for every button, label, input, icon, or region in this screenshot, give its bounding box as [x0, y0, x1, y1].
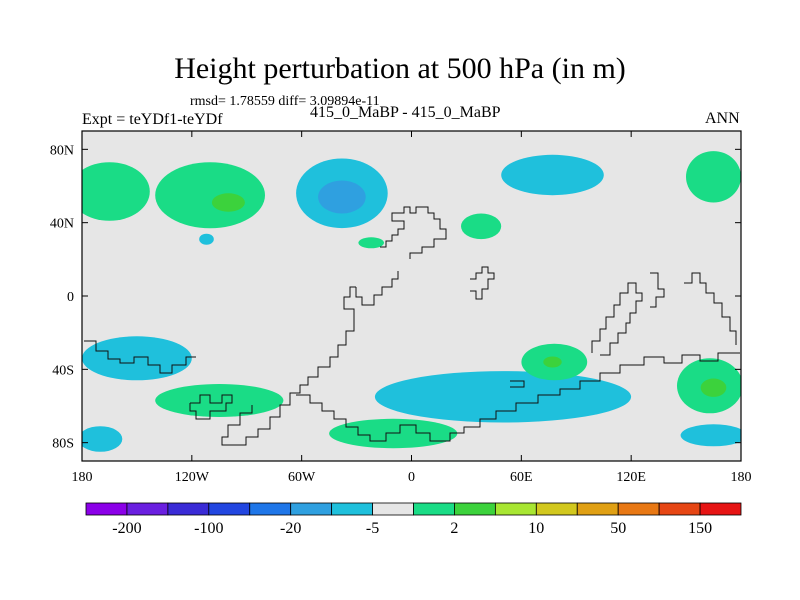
coastline-africa — [221, 286, 356, 446]
colorbar-box — [617, 502, 660, 516]
anomaly-s-pacific-negative — [82, 336, 192, 381]
lat-tick-label: 80S — [52, 437, 74, 452]
coastline-australia — [591, 282, 643, 356]
colorbar-label: -200 — [112, 520, 141, 537]
lon-tick-label: 180 — [72, 470, 93, 485]
anomaly-se-negative-edge — [680, 424, 741, 447]
lon-tick-label: 120W — [175, 470, 210, 485]
anomaly-n-atlantic-core — [318, 180, 366, 214]
coastline-asia-south — [470, 266, 495, 300]
coastline-antarctic-fringe — [296, 352, 740, 442]
experiment-label: Expt = teYDf1-teYDf — [82, 111, 223, 128]
colorbar-label: 10 — [528, 520, 544, 537]
anomaly-europe-positive-small — [358, 237, 385, 249]
anomaly-n-pacific-core — [211, 193, 245, 212]
colorbar-box — [658, 502, 701, 516]
lon-tick-label: 60W — [288, 470, 316, 485]
anomaly-mediterranean-positive — [461, 213, 502, 240]
coastline-pacific-isl — [684, 272, 737, 345]
colorbar-label: -20 — [280, 520, 301, 537]
anomaly-se-pacific-core — [700, 378, 727, 397]
coastline-southwest — [84, 340, 196, 374]
lon-tick-label: 180 — [731, 470, 752, 485]
colorbar-box — [331, 502, 373, 516]
anomaly-s-indian-core — [543, 356, 562, 368]
colorbar-box — [576, 502, 619, 516]
coastline-europe — [380, 206, 447, 259]
anomaly-nw-pacific-positive — [82, 162, 150, 221]
colorbar-box — [494, 502, 537, 516]
colorbar-label: -100 — [194, 520, 223, 537]
colorbar-box — [535, 502, 578, 516]
coastlines — [84, 206, 740, 446]
colorbar-label: 2 — [450, 520, 458, 537]
anomaly-s-pacific-positive — [155, 384, 284, 417]
colorbar-box — [126, 502, 169, 516]
chart-title: Height perturbation at 500 hPa (in m) — [174, 52, 626, 85]
coastline-small — [510, 380, 525, 388]
season-label: ANN — [705, 110, 740, 127]
stats-line: rmsd= 1.78559 diff= 3.09894e-11 — [190, 94, 380, 109]
plot-area — [82, 131, 741, 461]
coastline-southwest-2 — [189, 394, 233, 420]
colorbar-box — [208, 502, 251, 516]
colorbar-box — [249, 502, 292, 516]
lat-tick-label: 40S — [52, 363, 74, 378]
colorbar-box — [413, 502, 455, 516]
lat-tick-label: 0 — [67, 290, 74, 305]
colorbar-box — [699, 502, 742, 516]
colorbar-label: 150 — [688, 520, 712, 537]
axes: 80N 40N 0 40S 80S 180 120W 60W 0 60E 120E 180 — [50, 131, 752, 485]
colorbar: -200 -100 -20 -5 2 10 50 150 — [85, 502, 742, 537]
lon-tick-label: 120E — [616, 470, 646, 485]
colorbar-box — [85, 502, 128, 516]
anomaly-small-negative-pacific — [199, 233, 214, 245]
colorbar-box — [454, 502, 496, 516]
lat-tick-label: 40N — [50, 217, 74, 232]
lat-tick-label: 80N — [50, 143, 74, 158]
colorbar-box — [290, 502, 333, 516]
colorbar-label: -5 — [366, 520, 379, 537]
colorbar-box — [167, 502, 210, 516]
colorbar-label: 50 — [610, 520, 626, 537]
coastline-east — [650, 272, 665, 308]
anomaly-southern-ocean-negative — [374, 371, 632, 423]
lon-tick-label: 0 — [408, 470, 415, 485]
colorbar-box — [372, 502, 414, 516]
anomaly-ne-pacific-positive — [686, 151, 741, 203]
anomaly-sw-pacific-negative — [82, 426, 123, 452]
case-label: 415_0_MaBP - 415_0_MaBP — [310, 104, 501, 121]
coastline-south-america — [355, 271, 399, 306]
lon-tick-label: 60E — [510, 470, 533, 485]
anomaly-siberia-negative — [501, 154, 604, 196]
anomaly-n-pacific-positive — [155, 162, 265, 229]
